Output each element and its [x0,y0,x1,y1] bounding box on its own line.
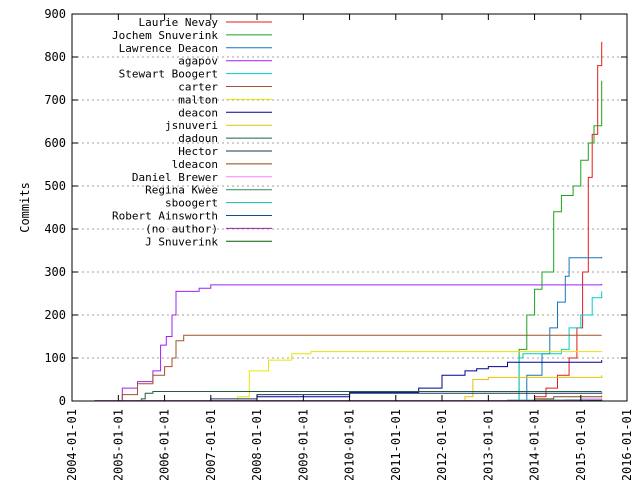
series-line [72,284,603,402]
legend-label: ldeacon [172,158,218,171]
legend-label: Jochem Snuverink [112,29,218,42]
y-tick-label: 100 [44,351,66,365]
legend-label: Laurie Nevay [139,16,219,29]
legend-label: jsnuveri [165,119,218,132]
x-tick-label: 2004-01-01 [65,409,79,480]
y-tick-label: 300 [44,265,66,279]
x-tick-label: 2011-01-01 [389,409,403,480]
x-axis-ticks: 2004-01-01 2005-01-01 2006-01-01 2007-01-01… [65,14,634,480]
x-tick-label: 2009-01-01 [296,409,310,480]
y-axis-ticks: 0 100 200 300 400 500 600 700 800 900 [44,7,627,408]
x-tick-label: 2012-01-01 [435,409,449,480]
legend-label: Stewart Boogert [119,68,218,81]
x-tick-label: 2016-01-01 [620,409,634,480]
x-tick-label: 2005-01-01 [111,409,125,480]
x-tick-label: 2015-01-01 [574,409,588,480]
y-tick-label: 900 [44,7,66,21]
legend-label: (no author) [145,222,218,235]
x-tick-label: 2010-01-01 [343,409,357,480]
legend-label: dadoun [178,132,218,145]
legend-label: J Snuverink [145,235,218,248]
y-tick-label: 400 [44,222,66,236]
series-line [442,375,603,402]
y-tick-label: 700 [44,93,66,107]
x-tick-label: 2013-01-01 [481,409,495,480]
series-line [507,80,603,402]
y-axis-label: Commits [18,182,32,233]
legend-label: Robert Ainsworth [112,210,218,223]
legend-label: agapov [178,55,218,68]
legend-label: Regina Kwee [145,184,218,197]
legend-label: sboogert [165,197,218,210]
x-tick-label: 2008-01-01 [250,409,264,480]
x-tick-label: 2007-01-01 [204,409,218,480]
y-tick-label: 600 [44,136,66,150]
y-tick-label: 0 [59,394,66,408]
series-line [507,291,603,402]
legend-label: carter [178,81,218,94]
series-line [72,334,602,402]
series-line [229,351,603,402]
y-tick-label: 200 [44,308,66,322]
legend-label: deacon [178,106,218,119]
y-tick-label: 800 [44,50,66,64]
series-line [515,256,603,402]
legend-label: malton [178,93,218,106]
legend-label: Hector [178,145,218,158]
x-tick-label: 2014-01-01 [528,409,542,480]
legend-label: Lawrence Deacon [119,42,218,55]
x-tick-label: 2006-01-01 [158,409,172,480]
legend-label: Daniel Brewer [132,171,218,184]
y-tick-label: 500 [44,179,66,193]
